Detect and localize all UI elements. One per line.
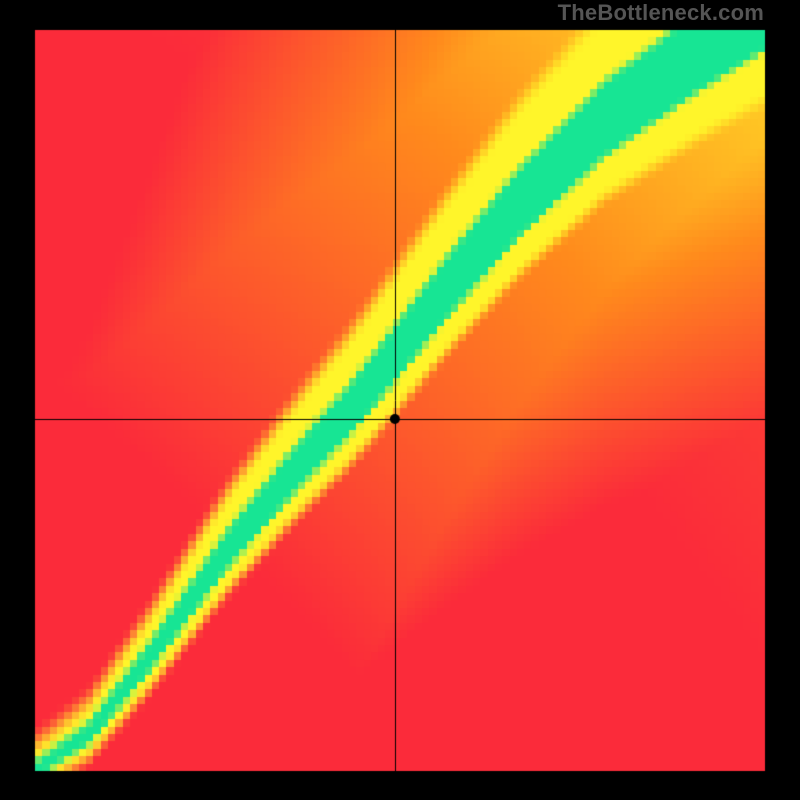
attribution-text: TheBottleneck.com	[558, 0, 764, 26]
bottleneck-heatmap	[0, 0, 800, 800]
